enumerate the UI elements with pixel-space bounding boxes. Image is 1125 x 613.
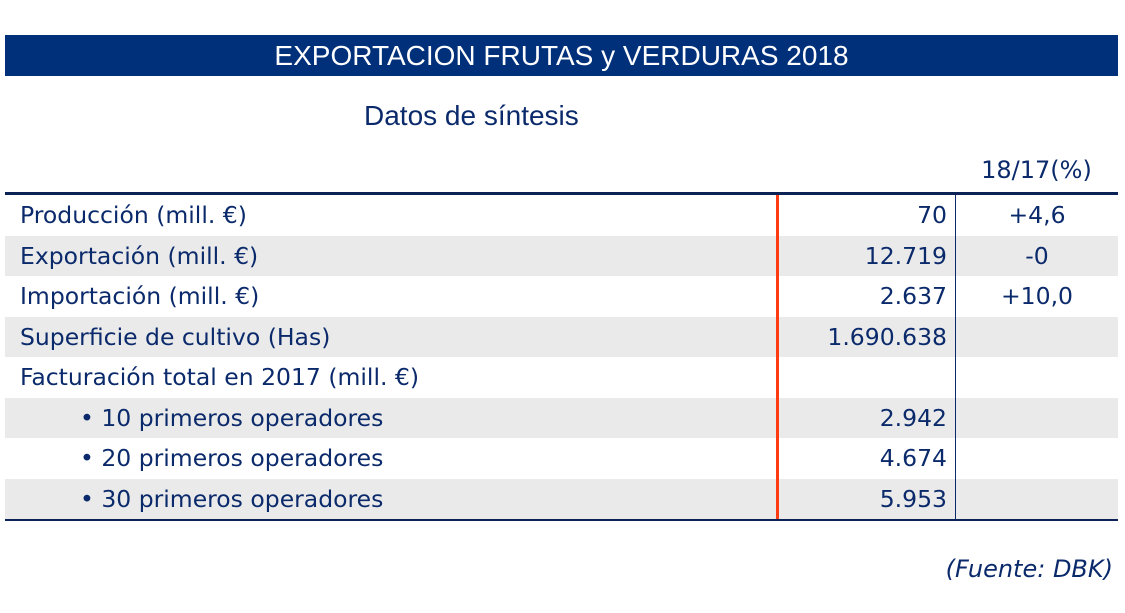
- row-change: +4,6: [955, 195, 1118, 236]
- row-label: Importación (mill. €): [20, 282, 260, 311]
- row-value: 12.719: [776, 235, 955, 276]
- row-change: [955, 438, 1118, 479]
- table-row: • 30 primeros operadores 5.953: [5, 478, 1118, 519]
- summary-table: Producción (mill. €) 70 +4,6 Exportación (…: [5, 192, 1118, 521]
- row-change: [955, 478, 1118, 519]
- table-row: Producción (mill. €) 70 +4,6: [5, 195, 1118, 236]
- row-value: [776, 357, 955, 398]
- row-value: 5.953: [776, 478, 955, 519]
- row-label: • 30 primeros operadores: [80, 484, 384, 513]
- row-value: 1.690.638: [776, 316, 955, 357]
- row-label: • 10 primeros operadores: [80, 403, 384, 432]
- source-note: (Fuente: DBK): [945, 555, 1113, 583]
- table-row: Superficie de cultivo (Has) 1.690.638: [5, 316, 1118, 357]
- row-label: Producción (mill. €): [20, 201, 247, 230]
- row-change: [955, 316, 1118, 357]
- table-row: Facturación total en 2017 (mill. €): [5, 357, 1118, 398]
- row-value: 2.637: [776, 276, 955, 317]
- table-row: Importación (mill. €) 2.637 +10,0: [5, 276, 1118, 317]
- table-row: • 20 primeros operadores 4.674: [5, 438, 1118, 479]
- row-value: 2.942: [776, 397, 955, 438]
- column-header-change: 18/17(%): [981, 156, 1092, 184]
- row-change: [955, 357, 1118, 398]
- row-change: +10,0: [955, 276, 1118, 317]
- table-row: Exportación (mill. €) 12.719 -0: [5, 235, 1118, 276]
- title-bar: EXPORTACION FRUTAS y VERDURAS 2018: [5, 35, 1118, 76]
- subtitle: Datos de síntesis: [364, 100, 579, 131]
- row-label: Exportación (mill. €): [20, 241, 259, 270]
- row-value: 70: [776, 195, 955, 236]
- row-label: Superficie de cultivo (Has): [20, 322, 331, 351]
- row-label: • 20 primeros operadores: [80, 444, 384, 473]
- row-change: -0: [955, 235, 1118, 276]
- row-label: Facturación total en 2017 (mill. €): [20, 363, 420, 392]
- row-change: [955, 397, 1118, 438]
- table-row: • 10 primeros operadores 2.942: [5, 397, 1118, 438]
- row-value: 4.674: [776, 438, 955, 479]
